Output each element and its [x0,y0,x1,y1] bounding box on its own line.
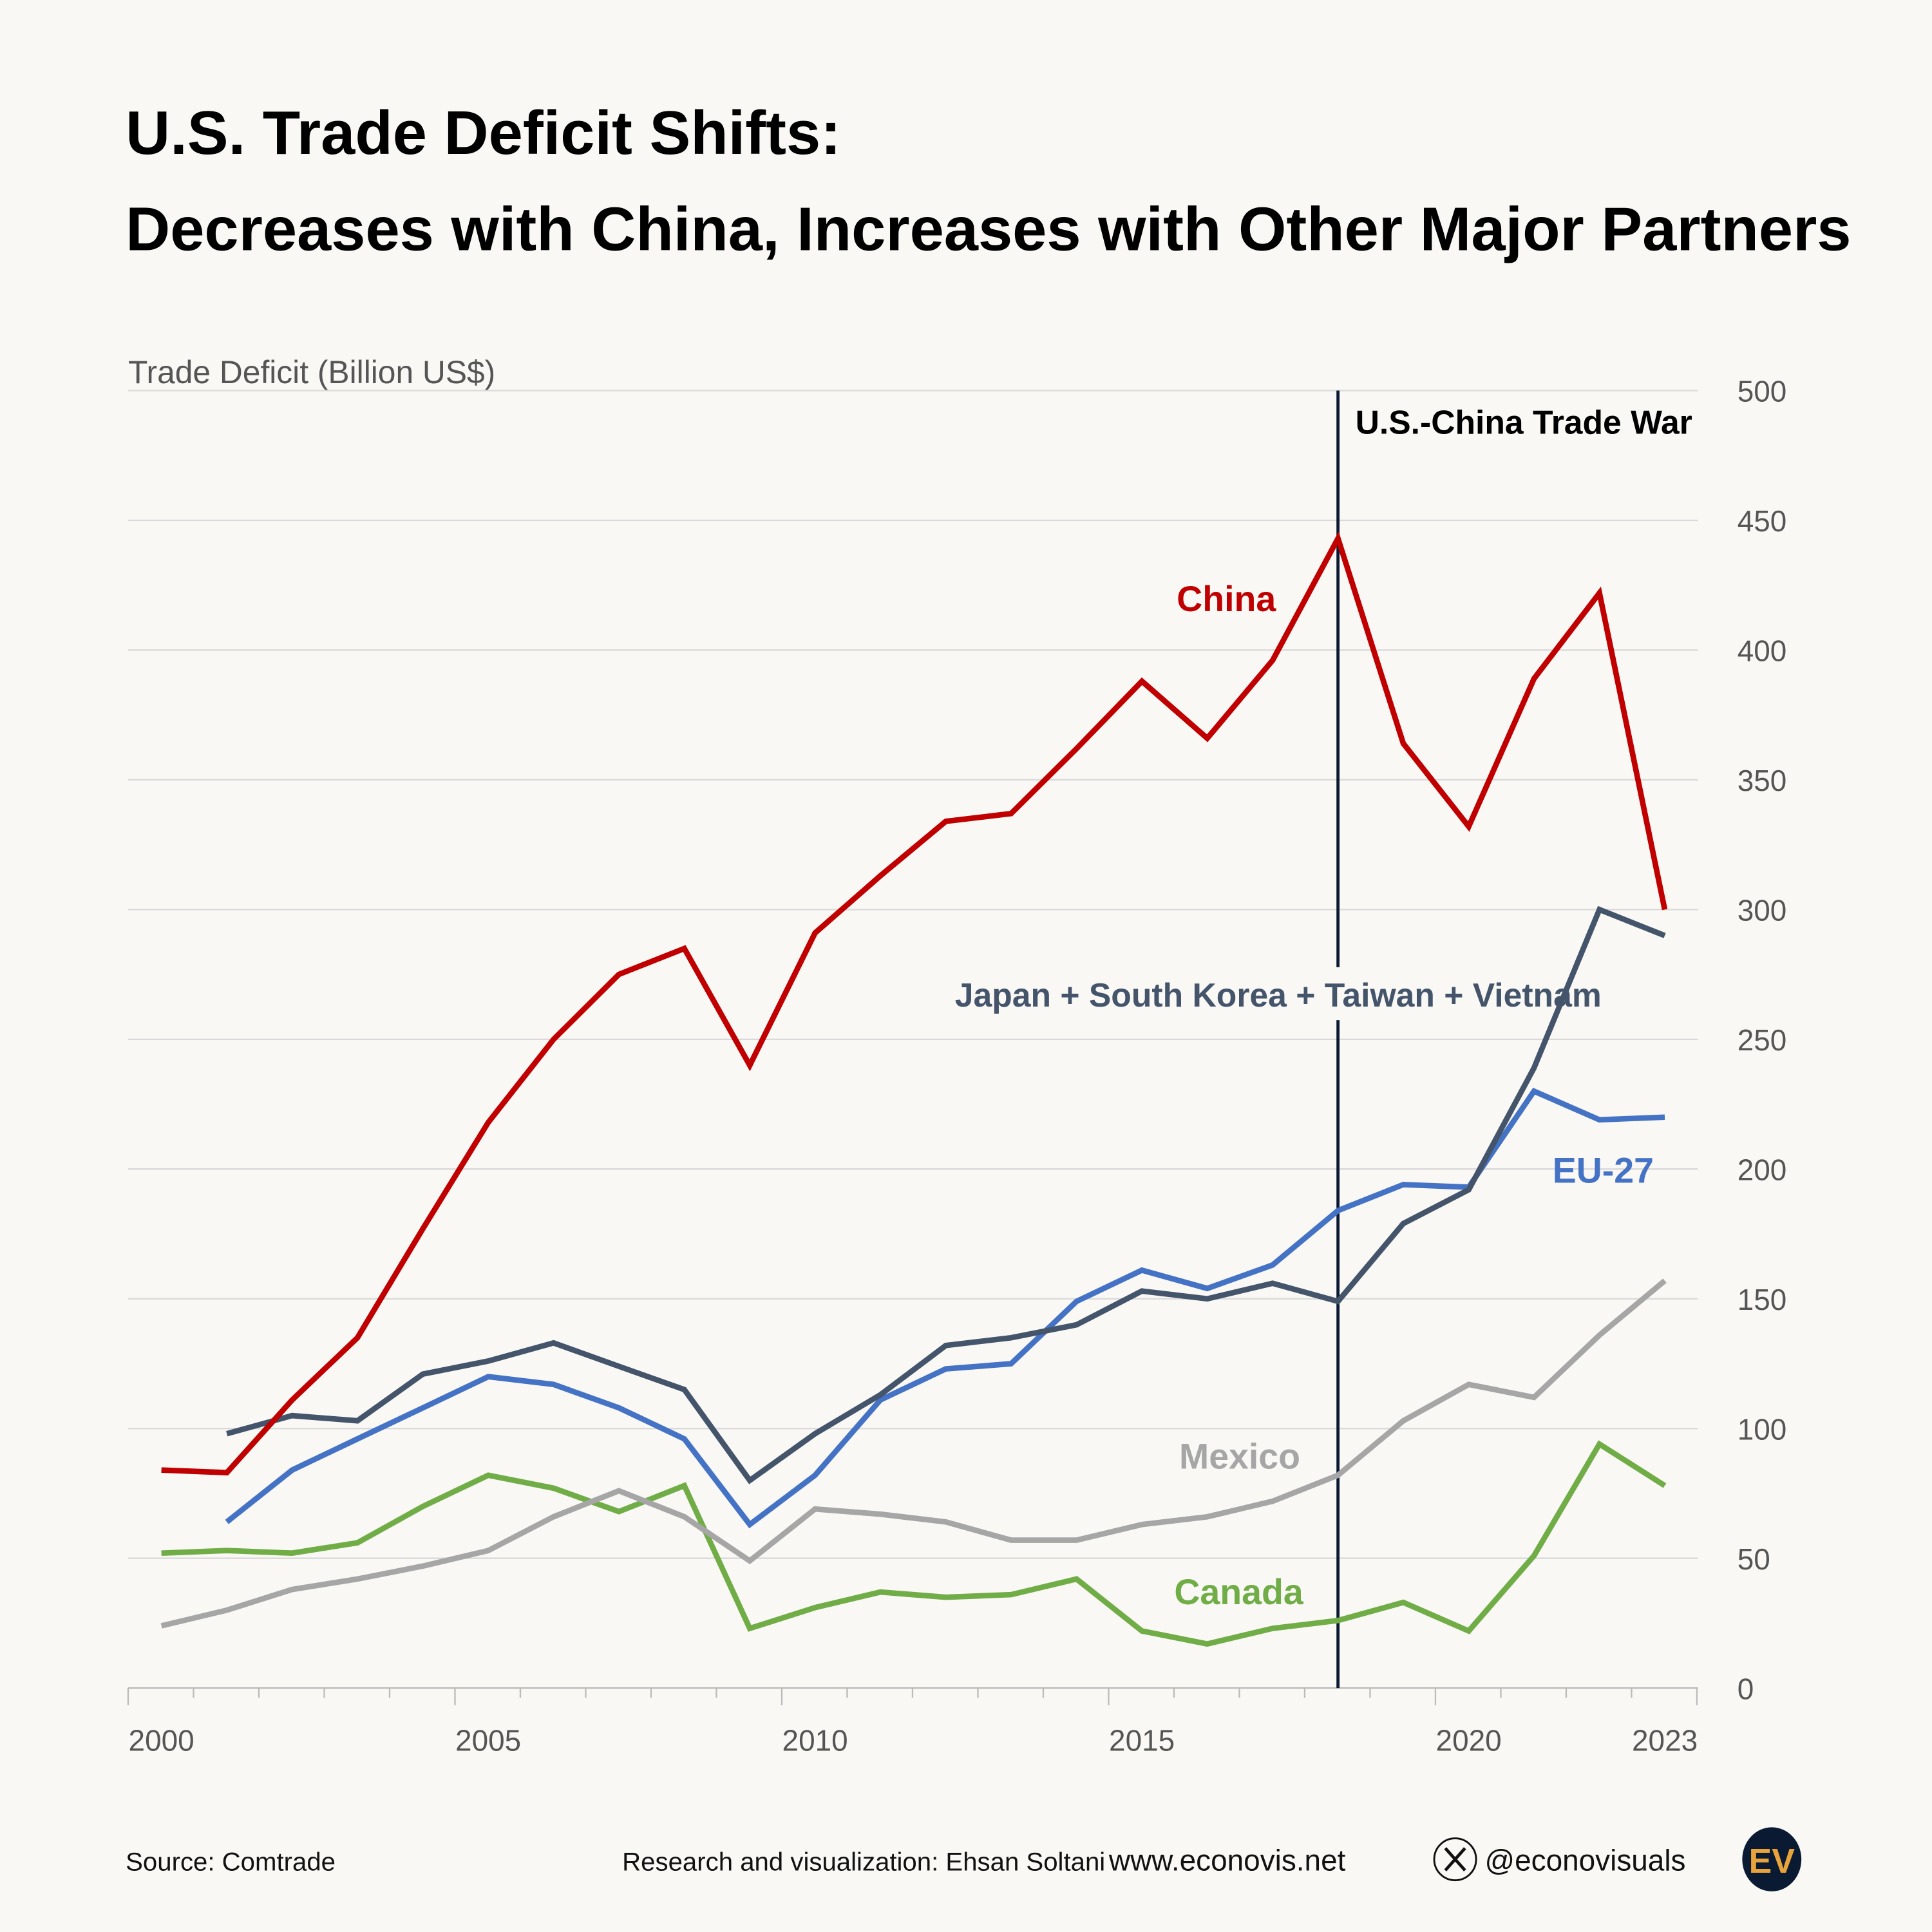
series-lines [160,531,1668,1647]
y-tick-label: 250 [1738,1023,1787,1057]
social-handle[interactable]: @econovisuals [1484,1843,1685,1877]
econovis-logo: EV [1742,1827,1802,1891]
series-line-mexico [160,1278,1667,1629]
label-asia: Japan + South Korea + Taiwan + Vietnam [955,976,1602,1014]
series-line-japan-south-korea-taiwan-vietnam [226,905,1666,1484]
y-tick-label: 150 [1738,1283,1787,1316]
x-tick-label: 2020 [1436,1724,1502,1757]
trade-war-label: U.S.-China Trade War [1356,403,1692,440]
series-line-eu-27 [225,1088,1665,1529]
y-tick-label: 400 [1738,634,1787,668]
website-link[interactable]: www.econovis.net [1108,1843,1346,1877]
label-china: China [1177,579,1276,619]
label-canada: Canada [1174,1572,1304,1612]
y-tick-label: 200 [1738,1153,1787,1187]
y-tick-label: 350 [1738,764,1787,797]
y-tick-label: 500 [1738,375,1787,408]
y-tick-label: 100 [1738,1412,1787,1446]
gridlines [127,390,1698,1705]
y-tick-label: 0 [1738,1672,1754,1705]
x-logo-icon [1433,1837,1477,1882]
x-tick-labels: 2000 2005 2010 2015 2020 2023 [129,1724,1698,1757]
chart-subtitle: Decreases with China, Increases with Oth… [126,194,1851,263]
y-tick-label: 450 [1738,504,1787,538]
trade-war-annotation: U.S.-China Trade War [1336,390,1692,1689]
credit-text: Research and visualization: Ehsan Soltan… [622,1847,1105,1876]
y-axis-label: Trade Deficit (Billion US$) [128,354,495,390]
x-tick-label: 2023 [1632,1724,1698,1757]
y-tick-label: 300 [1738,894,1787,927]
series-labels: China Japan + South Korea + Taiwan + Vie… [955,579,1654,1612]
label-mexico: Mexico [1179,1437,1300,1477]
y-tick-labels: 0 50 100 150 200 250 300 350 400 450 500 [1738,375,1787,1706]
y-tick-label: 50 [1738,1542,1770,1576]
footer: Source: Comtrade Research and visualizat… [126,1827,1802,1891]
x-tick-label: 2010 [782,1724,848,1757]
chart-title: U.S. Trade Deficit Shifts: [126,99,841,167]
source-text: Source: Comtrade [126,1847,336,1876]
label-eu: EU-27 [1553,1151,1654,1191]
series-line-china [161,531,1668,1476]
x-tick-label: 2005 [455,1724,521,1757]
x-tick-label: 2015 [1109,1724,1175,1757]
svg-text:EV: EV [1749,1842,1795,1880]
series-line-canada [161,1440,1667,1647]
x-tick-label: 2000 [129,1724,194,1757]
